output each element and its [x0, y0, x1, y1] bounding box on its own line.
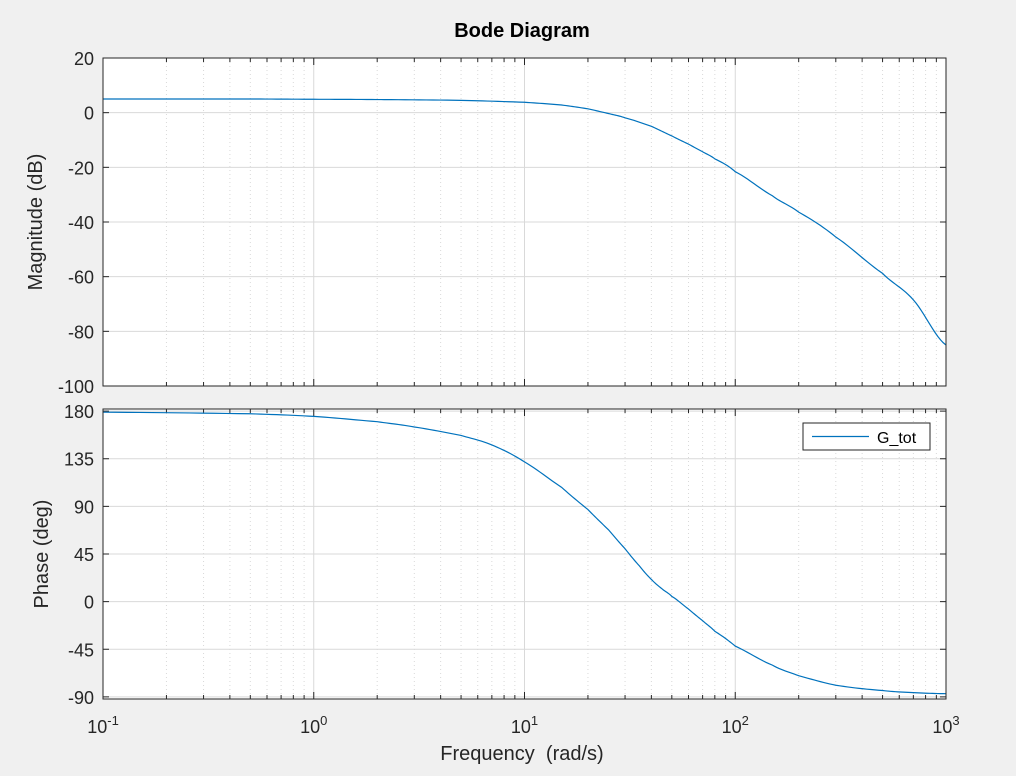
x-tick-label: 102 [722, 713, 749, 737]
magnitude-y-axis-label: Magnitude (dB) [25, 154, 47, 291]
magnitude-y-tick-label: -60 [68, 268, 94, 288]
magnitude-y-tick-label: -100 [58, 377, 94, 397]
phase-y-tick-label: -45 [68, 640, 94, 660]
magnitude-y-tick-label: -20 [68, 158, 94, 178]
x-tick-label: 101 [511, 713, 538, 737]
phase-y-tick-label: 0 [84, 593, 94, 613]
x-tick-label: 100 [300, 713, 327, 737]
phase-y-tick-label: 135 [64, 450, 94, 470]
x-tick-label: 103 [932, 713, 959, 737]
phase-y-tick-label: 180 [64, 402, 94, 422]
phase-y-axis-label: Phase (deg) [31, 500, 53, 609]
magnitude-y-tick-label: -80 [68, 322, 94, 342]
magnitude-y-tick-label: 0 [84, 104, 94, 124]
phase-axes-frame [102, 408, 947, 700]
x-tick-label: 10-1 [87, 713, 119, 737]
legend: G_tot [802, 422, 931, 451]
magnitude-axes: 20 0 -20 -40 -60 -80 -100 Magnitude (dB) [25, 49, 947, 397]
magnitude-axes-frame [102, 57, 947, 387]
magnitude-series-line [103, 98, 946, 346]
phase-series-line [103, 411, 946, 695]
x-axis-label: Frequency (rad/s) [440, 743, 603, 765]
phase-y-tick-label: 90 [74, 497, 94, 517]
chart-title: Bode Diagram [454, 20, 590, 42]
magnitude-y-tick-label: 20 [74, 49, 94, 69]
legend-label-g-tot: G_tot [877, 430, 917, 447]
magnitude-y-tick-label: -40 [68, 213, 94, 233]
phase-y-tick-label: 45 [74, 545, 94, 565]
phase-y-tick-label: -90 [68, 688, 94, 708]
phase-axes: 180 135 90 45 0 -45 -90 Phase (deg) G_tot 10-1 100… [31, 402, 960, 737]
